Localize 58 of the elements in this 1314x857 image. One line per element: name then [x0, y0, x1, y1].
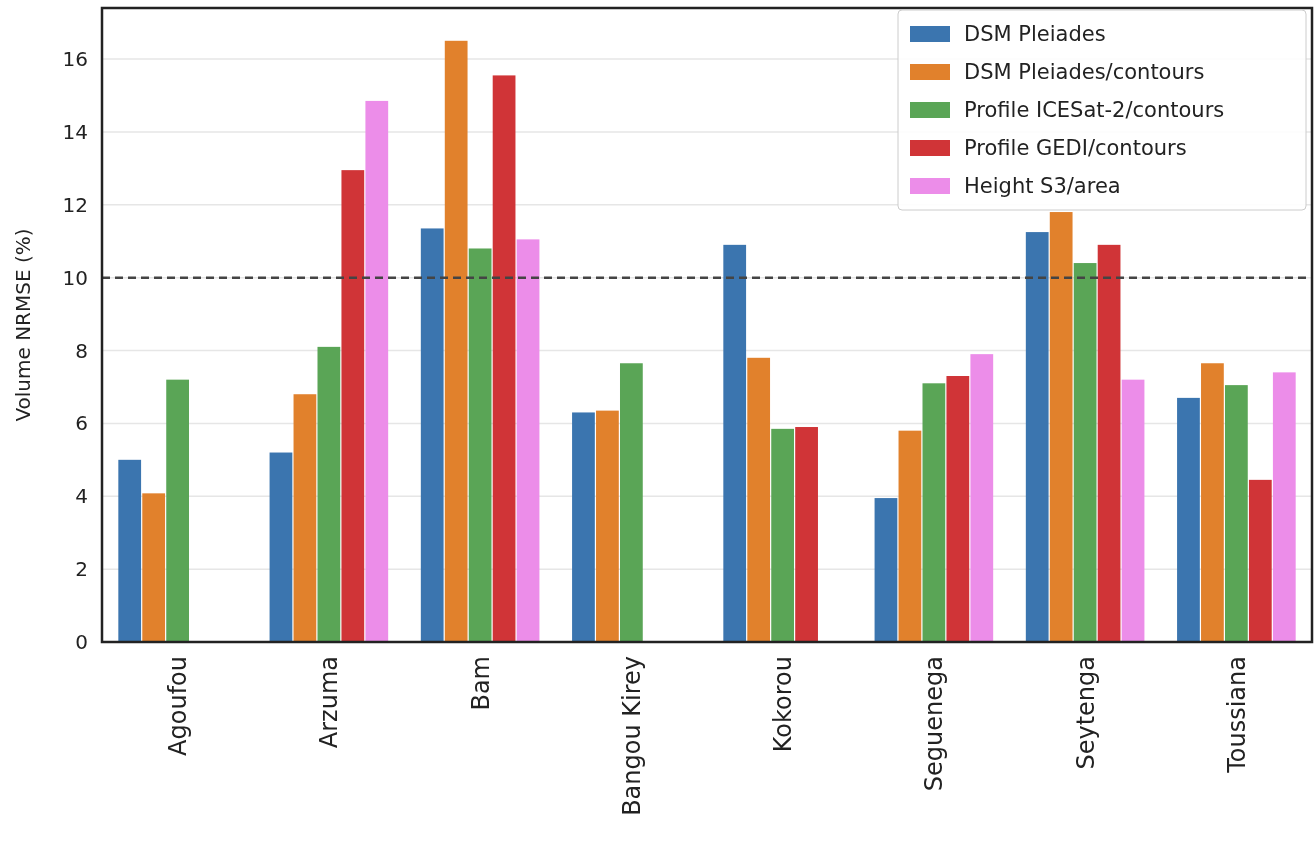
y-tick-label: 6: [75, 411, 88, 436]
legend-label: Height S3/area: [964, 174, 1121, 199]
bar: [468, 248, 492, 642]
bar: [946, 376, 970, 642]
bar: [1224, 385, 1248, 642]
bar: [317, 346, 341, 642]
bar: [365, 100, 389, 642]
bar: [596, 410, 619, 642]
legend-label: DSM Pleiades/contours: [964, 60, 1205, 85]
x-tick-label: Arzuma: [315, 656, 344, 749]
bar: [1201, 363, 1224, 642]
x-tick-label: Bam: [466, 656, 495, 711]
y-tick-label: 0: [75, 630, 88, 654]
bar: [922, 383, 946, 642]
bar: [166, 379, 190, 642]
bar: [795, 427, 818, 642]
bar: [572, 412, 595, 642]
bar: [118, 459, 142, 642]
bar: [1025, 232, 1049, 642]
bar: [1272, 372, 1296, 642]
bar: [492, 75, 516, 642]
x-tick-label: Seguenega: [920, 656, 949, 792]
bar: [444, 40, 468, 642]
y-tick-label: 2: [75, 557, 88, 582]
y-tick-label: 4: [75, 484, 88, 509]
bar: [420, 228, 444, 642]
bar: [293, 394, 317, 642]
bar: [516, 239, 540, 642]
bar: [747, 357, 771, 642]
bar: [771, 428, 795, 642]
bar: [874, 498, 898, 642]
legend-label: DSM Pleiades: [964, 22, 1106, 47]
bar: [1248, 479, 1272, 642]
bar: [619, 363, 643, 642]
bar: [1049, 212, 1073, 642]
x-tick-label: Agoufou: [164, 656, 193, 756]
bar: [898, 430, 922, 642]
x-tick-label: Seytenga: [1071, 656, 1100, 770]
y-tick-label: 16: [62, 47, 88, 72]
x-tick-label: Kokorou: [769, 656, 798, 753]
y-axis-title: Volume NRMSE (%): [11, 228, 35, 422]
bar: [1097, 244, 1121, 642]
y-tick-label: 10: [62, 265, 88, 290]
y-tick-label: 14: [62, 119, 88, 144]
x-tick-label: Bangou Kirey: [617, 656, 646, 816]
bar: [269, 452, 293, 642]
legend-label: Profile GEDI/contours: [964, 136, 1187, 161]
bar: [723, 244, 747, 642]
legend-label: Profile ICESat-2/contours: [964, 98, 1225, 123]
bar: [142, 493, 166, 642]
y-tick-label: 12: [62, 192, 88, 217]
bar: [1073, 263, 1097, 642]
bar: [1121, 379, 1145, 642]
x-tick-label: Toussiana: [1222, 656, 1251, 774]
bar: [1177, 397, 1200, 642]
y-tick-label: 8: [75, 338, 88, 363]
bar: [341, 170, 365, 642]
bar: [970, 354, 994, 642]
